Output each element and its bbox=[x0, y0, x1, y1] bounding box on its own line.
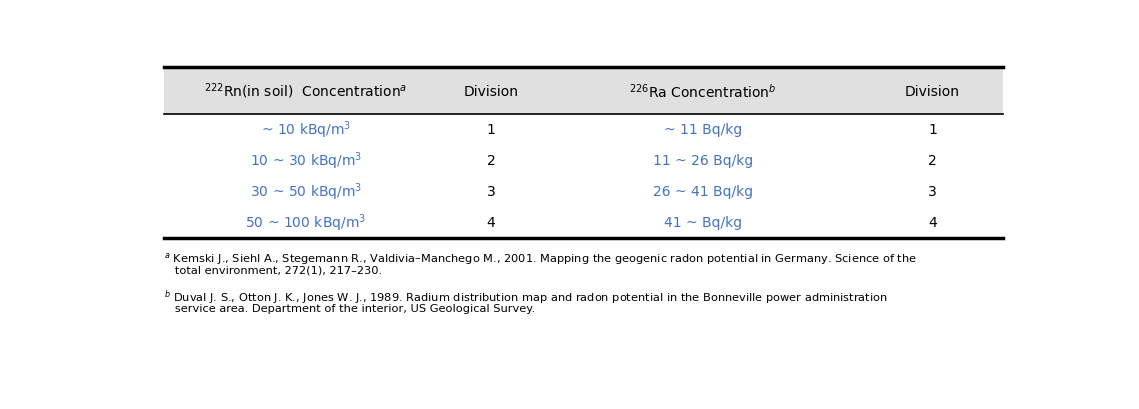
Text: $^{222}$Rn(in soil)  Concentration$^{a}$: $^{222}$Rn(in soil) Concentration$^{a}$ bbox=[204, 81, 408, 101]
Text: 3: 3 bbox=[928, 185, 936, 199]
Text: ~ 11 Bq/kg: ~ 11 Bq/kg bbox=[664, 123, 741, 137]
Text: 2: 2 bbox=[928, 154, 936, 168]
Text: 1: 1 bbox=[486, 123, 495, 137]
Bar bbox=[164, 68, 1003, 115]
Text: $^{226}$Ra Concentration$^{b}$: $^{226}$Ra Concentration$^{b}$ bbox=[629, 82, 777, 100]
Text: ~ 10 kBq/m$^{3}$: ~ 10 kBq/m$^{3}$ bbox=[261, 119, 351, 141]
Text: 26 ~ 41 Bq/kg: 26 ~ 41 Bq/kg bbox=[653, 185, 753, 199]
Text: service area. Department of the interior, US Geological Survey.: service area. Department of the interior… bbox=[164, 303, 535, 313]
Text: $^{a}$ Kemski J., Siehl A., Stegemann R., Valdivia–Manchego M., 2001. Mapping th: $^{a}$ Kemski J., Siehl A., Stegemann R.… bbox=[164, 250, 917, 266]
Text: 30 ~ 50 kBq/m$^{3}$: 30 ~ 50 kBq/m$^{3}$ bbox=[249, 181, 362, 202]
Text: Division: Division bbox=[904, 84, 960, 98]
Text: 3: 3 bbox=[486, 185, 495, 199]
Text: 50 ~ 100 kBq/m$^{3}$: 50 ~ 100 kBq/m$^{3}$ bbox=[245, 212, 367, 234]
Text: 2: 2 bbox=[486, 154, 495, 168]
Text: 10 ~ 30 kBq/m$^{3}$: 10 ~ 30 kBq/m$^{3}$ bbox=[249, 150, 362, 172]
Text: 4: 4 bbox=[928, 216, 936, 229]
Text: 41 ~ Bq/kg: 41 ~ Bq/kg bbox=[664, 216, 741, 229]
Text: 4: 4 bbox=[486, 216, 495, 229]
Text: 1: 1 bbox=[928, 123, 937, 137]
Text: 11 ~ 26 Bq/kg: 11 ~ 26 Bq/kg bbox=[653, 154, 753, 168]
Text: total environment, 272(1), 217–230.: total environment, 272(1), 217–230. bbox=[164, 265, 383, 275]
Text: Division: Division bbox=[464, 84, 518, 98]
Text: $^{b}$ Duval J. S., Otton J. K., Jones W. J., 1989. Radium distribution map and : $^{b}$ Duval J. S., Otton J. K., Jones W… bbox=[164, 288, 888, 307]
